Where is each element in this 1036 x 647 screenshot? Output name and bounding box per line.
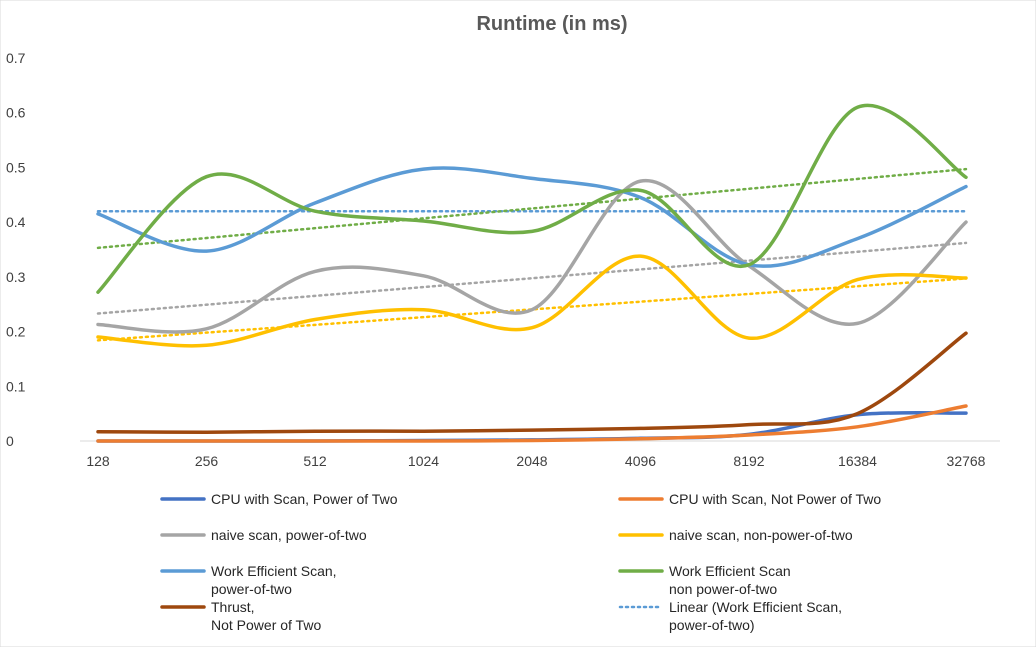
y-axis: 0 0.1 0.2 0.3 0.4 0.5 0.6 0.7 bbox=[6, 50, 26, 449]
legend-label: CPU with Scan, Not Power of Two bbox=[669, 491, 881, 507]
y-tick-label: 0 bbox=[6, 433, 14, 449]
x-tick-label: 1024 bbox=[408, 453, 439, 469]
y-tick-label: 0.1 bbox=[6, 378, 26, 394]
x-tick-label: 8192 bbox=[733, 453, 764, 469]
series-line-naive-scan-non-power-of-two bbox=[96, 254, 968, 348]
legend: CPU with Scan, Power of Two CPU with Scan… bbox=[160, 491, 881, 633]
legend-item-work-efficient-scan-non-power-of-two: Work Efficient Scan non power-of-two bbox=[618, 563, 791, 597]
legend-label: CPU with Scan, Power of Two bbox=[211, 491, 398, 507]
legend-item-thrust-not-power-of-two: Thrust, Not Power of Two bbox=[160, 599, 321, 633]
series-group bbox=[96, 103, 968, 443]
series-line-thrust-not-power-of-two bbox=[96, 331, 968, 434]
legend-label: Linear (Work Efficient Scan, bbox=[669, 599, 842, 615]
legend-label: power-of-two bbox=[211, 581, 292, 597]
legend-label: Not Power of Two bbox=[211, 617, 321, 633]
chart-title: Runtime (in ms) bbox=[476, 13, 627, 35]
y-tick-label: 0.2 bbox=[6, 324, 26, 340]
x-axis: 128 256 512 1024 2048 4096 8192 16384 32768 bbox=[86, 453, 985, 469]
legend-item-naive-scan-power-of-two: naive scan, power-of-two bbox=[160, 527, 367, 543]
x-tick-label: 256 bbox=[195, 453, 219, 469]
y-tick-label: 0.5 bbox=[6, 159, 26, 175]
legend-item-linear-work-efficient-scan-power-of-two: Linear (Work Efficient Scan, power-of-two… bbox=[618, 599, 842, 633]
legend-label: Work Efficient Scan bbox=[669, 563, 791, 579]
x-tick-label: 512 bbox=[303, 453, 327, 469]
legend-label: power-of-two) bbox=[669, 617, 755, 633]
legend-item-work-efficient-scan-power-of-two: Work Efficient Scan, power-of-two bbox=[160, 563, 337, 597]
x-tick-label: 32768 bbox=[947, 453, 986, 469]
legend-item-cpu-with-scan-not-power-of-two: CPU with Scan, Not Power of Two bbox=[618, 491, 881, 507]
legend-item-cpu-with-scan-power-of-two: CPU with Scan, Power of Two bbox=[160, 491, 398, 507]
trendline-work-efficient-scan-non-power-of-two bbox=[96, 167, 968, 250]
x-tick-label: 128 bbox=[86, 453, 110, 469]
series-line-cpu-with-scan-not-power-of-two bbox=[96, 404, 968, 443]
y-tick-label: 0.6 bbox=[6, 105, 26, 121]
legend-label: Thrust, bbox=[211, 599, 255, 615]
x-tick-label: 16384 bbox=[838, 453, 877, 469]
series-line-work-efficient-scan-power-of-two bbox=[96, 166, 968, 268]
legend-item-naive-scan-non-power-of-two: naive scan, non-power-of-two bbox=[618, 527, 853, 543]
series-line-naive-scan-power-of-two bbox=[96, 178, 968, 334]
y-tick-label: 0.4 bbox=[6, 214, 26, 230]
legend-label: Work Efficient Scan, bbox=[211, 563, 337, 579]
y-tick-label: 0.7 bbox=[6, 50, 26, 66]
series-line-work-efficient-scan-non-power-of-two bbox=[96, 103, 968, 294]
legend-label: non power-of-two bbox=[669, 581, 777, 597]
x-tick-label: 4096 bbox=[625, 453, 656, 469]
y-tick-label: 0.3 bbox=[6, 269, 26, 285]
legend-label: naive scan, non-power-of-two bbox=[669, 527, 853, 543]
x-tick-label: 2048 bbox=[516, 453, 547, 469]
trendline-naive-scan-power-of-two bbox=[96, 241, 968, 315]
legend-label: naive scan, power-of-two bbox=[211, 527, 367, 543]
